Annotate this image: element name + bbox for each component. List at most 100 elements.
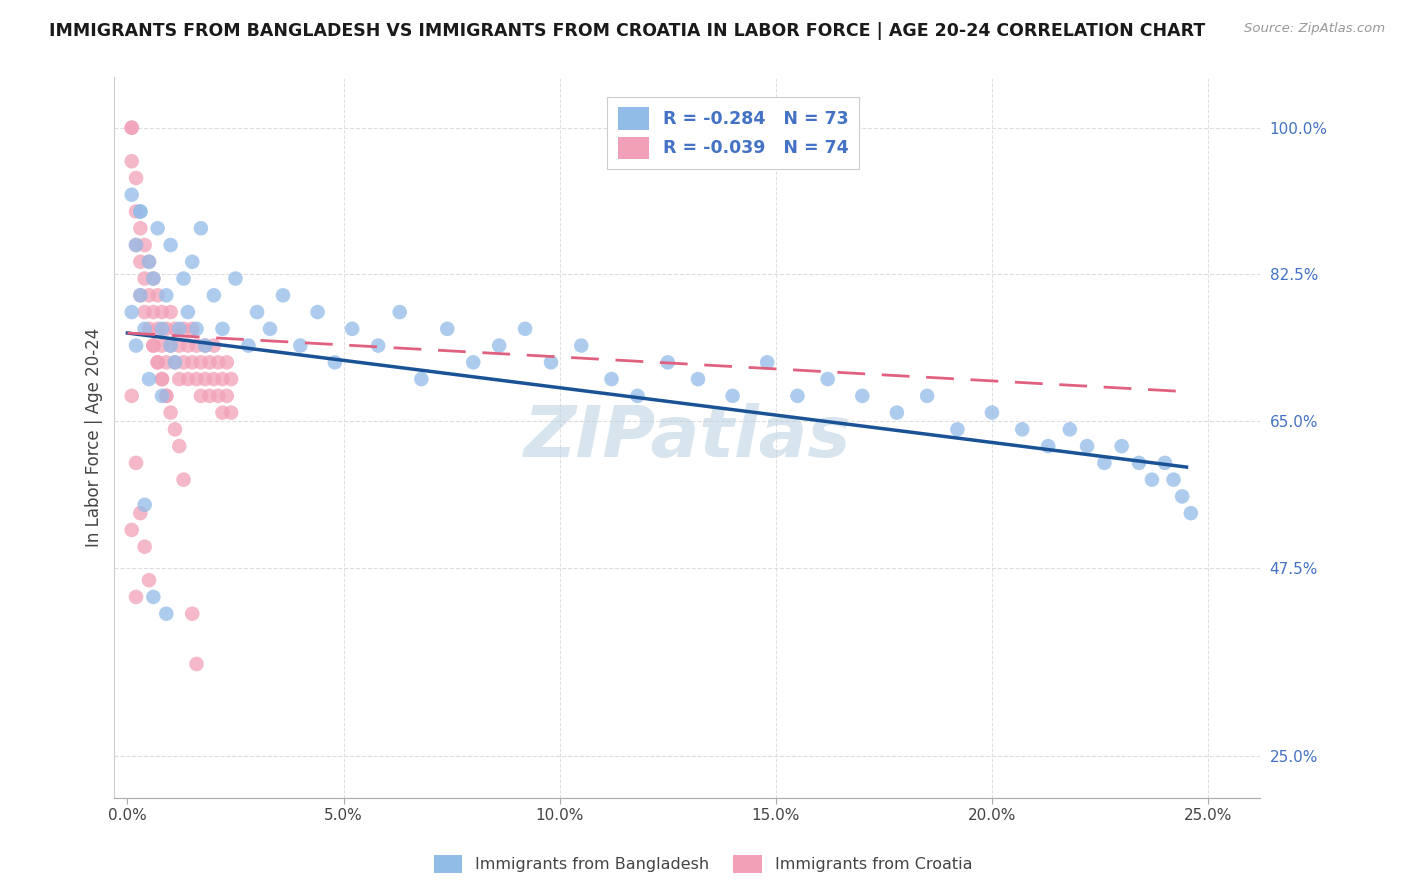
Point — [138, 254, 160, 268]
Point — [207, 355, 229, 369]
Point — [756, 355, 779, 369]
Point — [186, 322, 208, 336]
Point — [125, 238, 148, 252]
Point — [146, 355, 169, 369]
Point — [1154, 456, 1177, 470]
Point — [159, 406, 181, 420]
Point — [129, 204, 152, 219]
Point — [177, 338, 200, 352]
Point — [851, 389, 873, 403]
Point — [138, 372, 160, 386]
Point — [1163, 473, 1185, 487]
Point — [211, 322, 233, 336]
Point — [915, 389, 938, 403]
Point — [540, 355, 562, 369]
Point — [388, 305, 411, 319]
Point — [721, 389, 744, 403]
Point — [271, 288, 294, 302]
Point — [155, 389, 177, 403]
Point — [211, 406, 233, 420]
Point — [146, 288, 169, 302]
Point — [1011, 422, 1033, 436]
Point — [163, 422, 186, 436]
Point — [155, 355, 177, 369]
Point — [129, 288, 152, 302]
Point — [181, 322, 204, 336]
Point — [194, 372, 217, 386]
Point — [146, 221, 169, 235]
Point — [129, 506, 152, 520]
Text: Source: ZipAtlas.com: Source: ZipAtlas.com — [1244, 22, 1385, 36]
Point — [121, 389, 143, 403]
Point — [600, 372, 623, 386]
Point — [163, 355, 186, 369]
Point — [657, 355, 679, 369]
Point — [186, 338, 208, 352]
Point — [134, 322, 156, 336]
Point — [177, 372, 200, 386]
Point — [436, 322, 458, 336]
Point — [211, 372, 233, 386]
Point — [121, 523, 143, 537]
Point — [138, 254, 160, 268]
Point — [569, 338, 592, 352]
Point — [134, 498, 156, 512]
Point — [142, 271, 165, 285]
Point — [146, 355, 169, 369]
Point — [125, 590, 148, 604]
Point — [129, 221, 152, 235]
Point — [513, 322, 536, 336]
Point — [129, 254, 152, 268]
Point — [290, 338, 312, 352]
Point — [411, 372, 433, 386]
Point — [173, 473, 195, 487]
Point — [202, 372, 225, 386]
Point — [224, 271, 246, 285]
Point — [207, 389, 229, 403]
Point — [1038, 439, 1060, 453]
Point — [142, 305, 165, 319]
Point — [198, 389, 221, 403]
Point — [367, 338, 389, 352]
Point — [177, 305, 200, 319]
Point — [186, 372, 208, 386]
Point — [173, 355, 195, 369]
Point — [159, 305, 181, 319]
Point — [150, 372, 173, 386]
Point — [167, 439, 190, 453]
Point — [1076, 439, 1098, 453]
Point — [1140, 473, 1163, 487]
Point — [167, 322, 190, 336]
Point — [190, 355, 212, 369]
Point — [198, 355, 221, 369]
Point — [121, 305, 143, 319]
Point — [488, 338, 510, 352]
Point — [163, 322, 186, 336]
Point — [626, 389, 648, 403]
Point — [981, 406, 1004, 420]
Point — [202, 338, 225, 352]
Point — [194, 338, 217, 352]
Point — [134, 540, 156, 554]
Point — [259, 322, 281, 336]
Point — [159, 338, 181, 352]
Point — [150, 372, 173, 386]
Legend: Immigrants from Bangladesh, Immigrants from Croatia: Immigrants from Bangladesh, Immigrants f… — [427, 848, 979, 880]
Point — [125, 171, 148, 186]
Point — [134, 238, 156, 252]
Point — [121, 120, 143, 135]
Point — [215, 355, 238, 369]
Point — [190, 389, 212, 403]
Point — [142, 338, 165, 352]
Point — [1180, 506, 1202, 520]
Point — [173, 322, 195, 336]
Point — [155, 288, 177, 302]
Point — [686, 372, 709, 386]
Point — [202, 288, 225, 302]
Point — [307, 305, 329, 319]
Point — [129, 204, 152, 219]
Y-axis label: In Labor Force | Age 20-24: In Labor Force | Age 20-24 — [86, 328, 103, 548]
Point — [134, 271, 156, 285]
Point — [173, 271, 195, 285]
Point — [150, 322, 173, 336]
